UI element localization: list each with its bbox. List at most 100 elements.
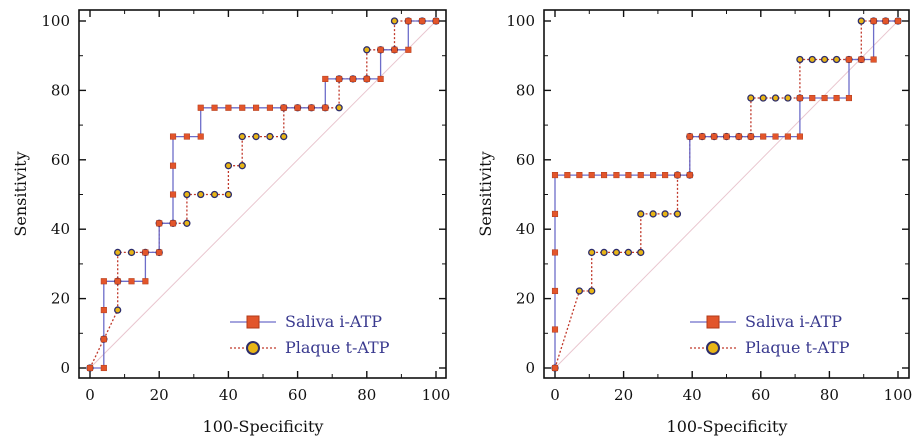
data-point-saliva — [870, 56, 877, 63]
data-point-saliva — [169, 220, 177, 227]
legend-marker-circle — [706, 341, 720, 355]
data-point-plaque — [575, 287, 584, 295]
data-point-plaque — [210, 190, 219, 199]
y-tick-label: 20 — [516, 290, 535, 308]
y-tick-label: 40 — [51, 220, 70, 238]
data-point-plaque — [114, 248, 122, 257]
legend-marker-square — [706, 315, 720, 329]
x-axis-title: 100-Specificity — [203, 417, 324, 436]
data-point-plaque — [183, 219, 191, 227]
data-point-saliva — [870, 17, 877, 25]
data-point-saliva — [637, 172, 644, 179]
data-point-plaque — [114, 306, 122, 314]
data-point-saliva — [551, 249, 559, 256]
data-point-saliva — [845, 56, 853, 63]
data-point-saliva — [858, 56, 865, 63]
data-point-saliva — [432, 17, 440, 25]
data-point-saliva — [809, 94, 816, 102]
series-line-plaque-t-atp — [89, 20, 436, 369]
data-point-plaque — [857, 17, 865, 25]
data-point-saliva — [686, 133, 693, 140]
data-point-saliva — [280, 104, 287, 111]
data-point-saliva — [225, 104, 232, 111]
data-point-saliva — [772, 133, 779, 140]
plot-frame — [78, 9, 447, 379]
y-tick-label: 0 — [525, 359, 535, 377]
data-point-plaque — [759, 94, 767, 102]
data-point-saliva — [377, 75, 384, 82]
y-tick-label: 40 — [516, 220, 535, 238]
reference-diagonal — [554, 20, 899, 369]
data-point-plaque — [363, 46, 371, 54]
data-point-saliva — [674, 172, 681, 179]
data-point-saliva — [405, 46, 412, 53]
data-point-saliva — [600, 172, 608, 179]
data-point-saliva — [845, 94, 853, 102]
data-point-plaque — [673, 210, 682, 218]
data-point-plaque — [127, 248, 136, 257]
data-point-plaque — [390, 17, 399, 25]
y-axis-title: Sensitivity — [476, 151, 495, 236]
data-point-saliva — [419, 17, 426, 25]
data-point-saliva — [821, 94, 828, 102]
data-point-saliva — [349, 75, 357, 82]
legend-marker-square — [246, 315, 260, 329]
data-point-saliva — [239, 104, 246, 111]
legend-label: Saliva i-ATP — [745, 312, 842, 331]
data-point-saliva — [796, 133, 803, 140]
y-tick-label: 100 — [41, 12, 70, 30]
data-point-saliva — [551, 287, 559, 295]
data-point-saliva — [322, 75, 329, 82]
legend-label: Plaque t-ATP — [745, 338, 850, 357]
data-point-saliva — [833, 94, 840, 102]
data-point-plaque — [637, 248, 645, 257]
data-point-saliva — [760, 133, 767, 140]
data-point-saliva — [662, 172, 669, 179]
data-point-saliva — [882, 17, 889, 25]
data-point-plaque — [224, 162, 233, 170]
data-point-saliva — [336, 75, 343, 82]
legend: Saliva i-ATP Plaque t-ATP — [230, 312, 390, 357]
data-point-saliva — [142, 278, 149, 285]
legend-label: Plaque t-ATP — [285, 338, 390, 357]
data-point-plaque — [820, 55, 829, 64]
data-point-saliva — [711, 133, 718, 140]
data-point-plaque — [266, 132, 274, 141]
data-point-saliva — [322, 104, 329, 111]
data-point-saliva — [796, 94, 803, 102]
data-point-saliva — [86, 364, 94, 372]
y-tick-label: 80 — [51, 81, 70, 99]
data-point-saliva — [894, 17, 902, 25]
x-tick-label: 60 — [751, 386, 770, 404]
data-point-saliva — [169, 191, 177, 198]
legend-label: Saliva i-ATP — [285, 312, 382, 331]
x-tick-label: 80 — [357, 386, 376, 404]
data-point-saliva — [363, 75, 370, 82]
data-point-plaque — [252, 132, 260, 141]
y-tick-label: 80 — [516, 81, 535, 99]
data-point-plaque — [238, 132, 246, 141]
data-point-saliva — [197, 104, 204, 111]
y-tick-label: 20 — [51, 290, 70, 308]
data-point-saliva — [114, 278, 121, 285]
data-point-saliva — [211, 104, 218, 111]
x-tick-label: 20 — [150, 386, 169, 404]
data-point-saliva — [253, 104, 260, 111]
data-point-plaque — [784, 94, 792, 102]
data-point-saliva — [377, 46, 384, 53]
x-axis-title: 100-Specificity — [667, 417, 788, 436]
data-point-plaque — [637, 210, 645, 218]
data-point-saliva — [156, 249, 163, 256]
data-point-plaque — [588, 248, 596, 257]
y-axis-title: Sensitivity — [11, 151, 30, 236]
x-tick-label: 80 — [820, 386, 839, 404]
data-point-saliva — [699, 133, 706, 140]
data-point-saliva — [686, 172, 693, 179]
x-tick-label: 100 — [884, 386, 913, 404]
data-point-plaque — [197, 190, 205, 199]
data-point-saliva — [100, 364, 107, 372]
data-point-saliva — [576, 172, 583, 179]
data-point-saliva — [100, 307, 107, 314]
data-point-saliva — [266, 104, 273, 111]
data-point-saliva — [142, 249, 149, 256]
